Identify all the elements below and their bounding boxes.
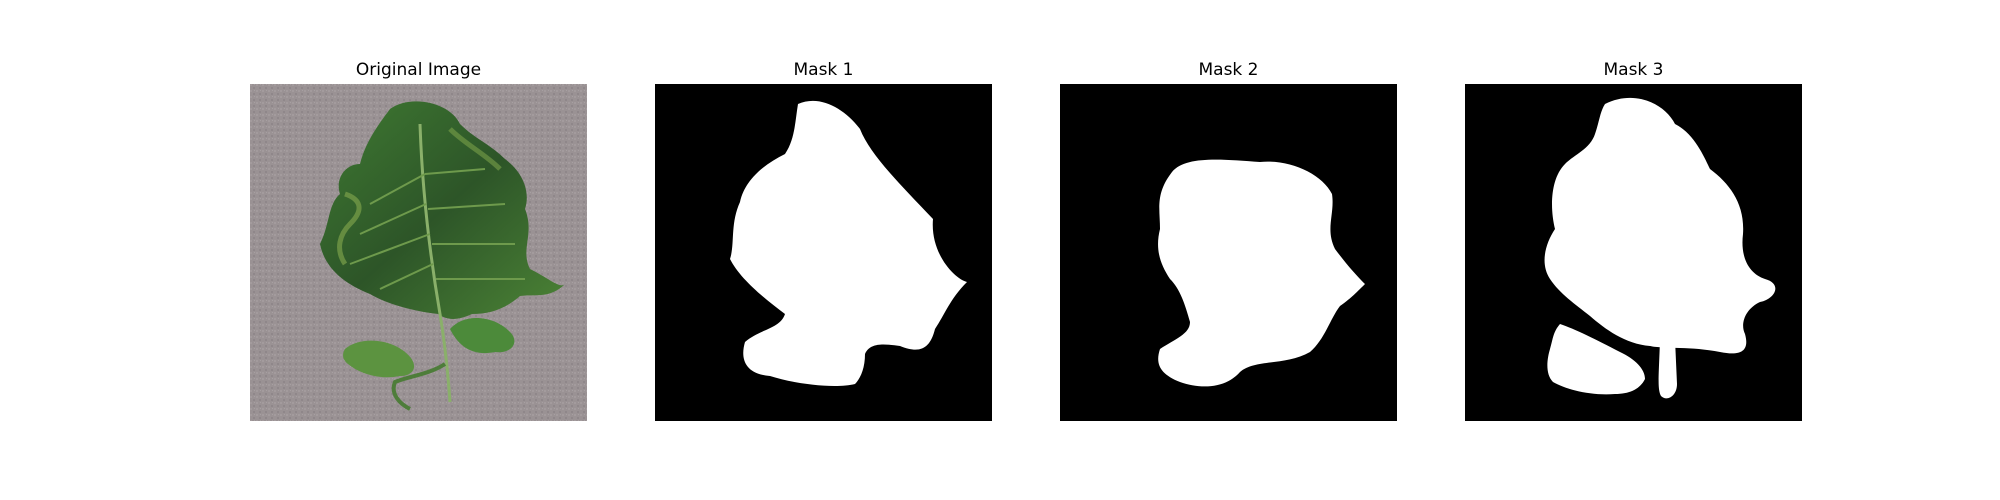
original-leaf-photo — [250, 84, 587, 421]
original-image-title: Original Image — [355, 60, 482, 80]
mask-2-image — [1060, 84, 1397, 421]
mask-1-panel: Mask 1 — [655, 0, 992, 421]
mask-3-panel: Mask 3 — [1465, 0, 1802, 421]
mask-2-panel: Mask 2 — [1060, 0, 1397, 421]
original-image-panel: Original Image — [250, 0, 587, 421]
mask-2-title: Mask 2 — [1198, 60, 1259, 80]
mask-1-image — [655, 84, 992, 421]
mask-3-title: Mask 3 — [1603, 60, 1664, 80]
mask-1-title: Mask 1 — [793, 60, 854, 80]
mask-3-image — [1465, 84, 1802, 421]
